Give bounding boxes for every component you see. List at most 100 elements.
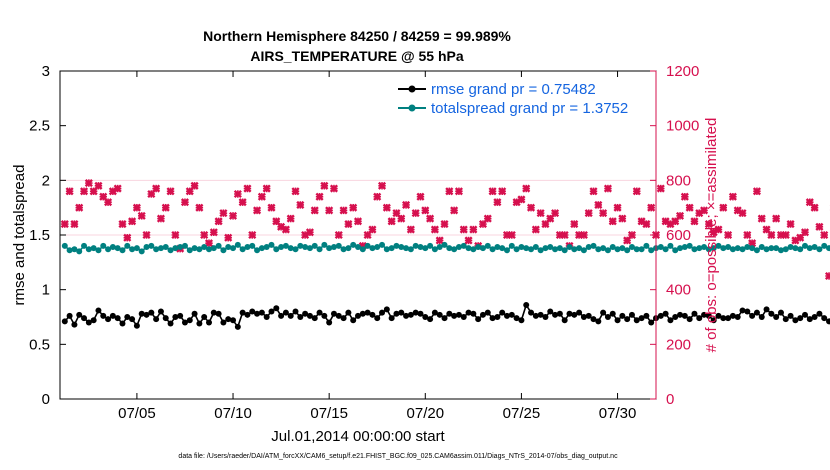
totalspread-point	[403, 245, 410, 252]
rmse-point	[489, 315, 496, 322]
obs-point	[233, 189, 242, 199]
legend-rmse-marker	[408, 85, 416, 93]
rmse-point	[537, 311, 544, 318]
obs-point	[353, 217, 363, 226]
totalspread-point	[619, 245, 626, 252]
totalspread-point	[624, 247, 631, 254]
obs-point	[238, 198, 247, 207]
totalspread-point	[729, 246, 736, 253]
y-right-tick-label: 200	[666, 336, 691, 353]
obs-point	[320, 181, 329, 190]
y-left-tick-label: 3	[42, 63, 50, 80]
rmse-point	[725, 315, 732, 322]
totalspread-point	[76, 248, 83, 255]
rmse-point	[181, 319, 188, 326]
obs-point	[267, 203, 276, 212]
rmse-point	[306, 312, 313, 319]
obs-point	[200, 230, 209, 240]
totalspread-point	[782, 246, 789, 253]
rmse-point	[105, 316, 112, 323]
rmse-point	[821, 315, 828, 322]
rmse-point	[609, 310, 616, 317]
rmse-point	[335, 312, 342, 319]
totalspread-point	[470, 246, 477, 253]
rmse-point	[787, 312, 794, 319]
obs-point	[599, 209, 608, 218]
totalspread-point	[167, 247, 174, 254]
rmse-point	[753, 309, 760, 316]
rmse-point	[528, 309, 535, 316]
totalspread-point	[451, 246, 458, 253]
rmse-point	[633, 317, 640, 324]
obs-point	[454, 187, 463, 196]
rmse-point	[499, 309, 506, 316]
obs-point	[325, 206, 334, 215]
rmse-point	[470, 310, 477, 317]
obs-point	[440, 220, 449, 229]
rmse-point	[576, 309, 583, 316]
totalspread-point	[479, 245, 486, 252]
totalspread-point	[710, 245, 717, 252]
chart-title-line1: Northern Hemisphere 84250 / 84259 = 99.9…	[203, 28, 511, 44]
obs-point	[483, 214, 492, 223]
obs-point	[248, 230, 257, 240]
rmse-point	[282, 309, 289, 316]
rmse-point	[167, 320, 174, 327]
rmse-point	[431, 309, 438, 316]
rmse-point	[614, 317, 621, 324]
totalspread-point	[523, 245, 530, 252]
y-left-tick-label: 2.5	[29, 118, 50, 135]
totalspread-point	[412, 242, 419, 249]
obs-point	[416, 192, 425, 201]
totalspread-point	[335, 242, 342, 249]
totalspread-point	[725, 244, 732, 251]
totalspread-point	[446, 245, 453, 252]
totalspread-point	[273, 246, 280, 253]
rmse-point	[85, 319, 92, 326]
rmse-point	[61, 318, 68, 325]
totalspread-point	[306, 245, 313, 252]
totalspread-point	[648, 247, 655, 254]
obs-point	[142, 230, 151, 240]
obs-point	[397, 214, 406, 223]
totalspread-point	[489, 246, 496, 253]
obs-point	[315, 192, 324, 201]
totalspread-point	[302, 244, 309, 251]
legend-rmse-label: rmse grand pr = 0.75482	[431, 81, 596, 98]
rmse-point	[451, 312, 458, 319]
totalspread-point	[355, 244, 361, 251]
rmse-point	[71, 321, 78, 328]
rmse-point	[407, 311, 414, 318]
rmse-point	[138, 310, 145, 317]
rmse-point	[383, 306, 390, 313]
totalspread-point	[172, 245, 179, 252]
obs-point	[752, 187, 761, 196]
obs-point	[382, 203, 391, 212]
obs-point	[786, 220, 795, 229]
totalspread-point	[374, 244, 381, 251]
totalspread-point	[61, 242, 68, 249]
rmse-point	[316, 309, 323, 316]
obs-point	[305, 228, 314, 237]
obs-point	[426, 214, 435, 223]
totalspread-point	[672, 247, 679, 254]
rmse-point	[263, 314, 270, 320]
obs-point	[156, 214, 165, 223]
totalspread-point	[604, 247, 611, 254]
rmse-point	[547, 308, 554, 315]
rmse-point	[273, 305, 280, 312]
obs-point	[800, 228, 810, 237]
rmse-point	[532, 312, 539, 319]
rmse-point	[311, 315, 318, 322]
obs-point	[377, 181, 387, 190]
obs-point	[536, 209, 545, 218]
obs-point	[104, 198, 113, 207]
totalspread-point	[109, 244, 116, 251]
obs-point	[584, 209, 593, 218]
rmse-point	[254, 310, 261, 317]
rmse-point	[758, 314, 765, 320]
obs-point	[329, 184, 339, 193]
rmse-point	[398, 309, 405, 316]
totalspread-point	[484, 242, 491, 249]
obs-point	[608, 217, 617, 226]
